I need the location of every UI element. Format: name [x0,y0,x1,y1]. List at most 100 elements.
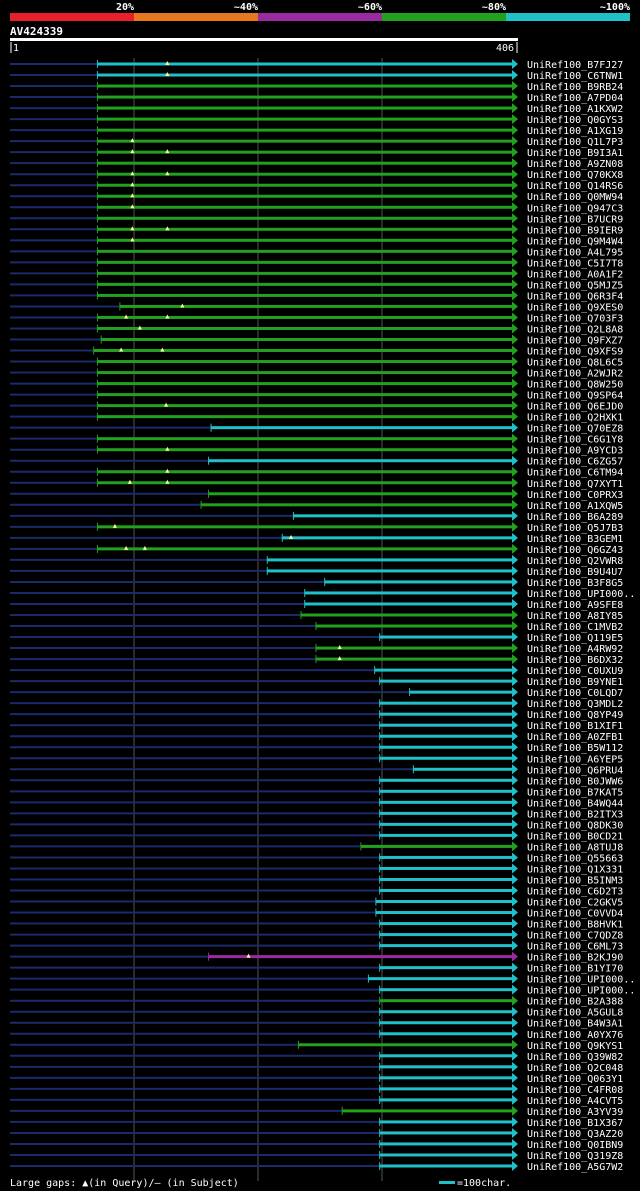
hit-row[interactable]: UniRef100_A4CVT5 [10,1094,623,1107]
hit-bar[interactable] [379,1087,514,1091]
hit-bar[interactable] [97,183,515,187]
hit-row[interactable]: UniRef100_Q1L7P3 [10,136,623,148]
hit-label[interactable]: UniRef100_Q1X331 [527,864,623,875]
hit-bar[interactable] [267,558,514,562]
hit-row[interactable]: UniRef100_B1XIF1 [10,720,623,732]
hit-bar[interactable] [97,172,515,176]
hit-bar[interactable] [97,84,515,88]
hit-bar[interactable] [379,944,514,948]
hit-bar[interactable] [379,1131,514,1135]
hit-label[interactable]: UniRef100_B6DX32 [527,655,623,666]
hit-label[interactable]: UniRef100_Q6EJD0 [527,402,623,413]
hit-row[interactable]: UniRef100_Q6GZ43 [10,543,623,556]
hit-row[interactable]: UniRef100_B9I3A1 [10,147,623,159]
hit-bar[interactable] [97,448,515,452]
hit-bar[interactable] [379,1054,514,1058]
hit-label[interactable]: UniRef100_C0UXU9 [527,666,623,677]
hit-row[interactable]: UniRef100_Q70EZ8 [10,422,623,435]
hit-bar[interactable] [97,525,515,529]
hit-bar[interactable] [379,778,514,782]
hit-label[interactable]: UniRef100_C6ZG57 [527,457,623,468]
hit-label[interactable]: UniRef100_UPI000.. [527,986,635,997]
hit-label[interactable]: UniRef100_A4RW92 [527,644,623,655]
hit-bar[interactable] [379,1142,514,1146]
hit-bar[interactable] [315,624,514,628]
hit-bar[interactable] [97,371,515,375]
hit-row[interactable]: UniRef100_Q70KX8 [10,169,623,181]
hit-label[interactable]: UniRef100_Q9M4W4 [527,236,623,247]
hit-bar[interactable] [97,415,515,419]
hit-row[interactable]: UniRef100_A8TUJ8 [10,841,623,853]
hit-row[interactable]: UniRef100_Q39W82 [10,1050,623,1063]
hit-row[interactable]: UniRef100_B4WQ44 [10,797,623,809]
hit-label[interactable]: UniRef100_B3F8G5 [527,578,623,589]
hit-label[interactable]: UniRef100_A0A1F2 [527,269,623,280]
hit-label[interactable]: UniRef100_C6TM94 [527,468,623,479]
hit-bar[interactable] [379,866,514,870]
hit-row[interactable]: UniRef100_B7KAT5 [10,786,623,798]
hit-label[interactable]: UniRef100_B0CD21 [527,831,623,842]
hit-label[interactable]: UniRef100_C0VVD4 [527,909,623,920]
hit-row[interactable]: UniRef100_C6TNW1 [10,70,623,82]
hit-row[interactable]: UniRef100_Q2L8A8 [10,323,623,335]
hit-row[interactable]: UniRef100_A9SFE8 [10,598,623,611]
hit-row[interactable]: UniRef100_C0LQD7 [10,687,623,699]
hit-bar[interactable] [97,62,515,66]
hit-bar[interactable] [379,800,514,804]
hit-bar[interactable] [409,690,514,694]
hit-row[interactable]: UniRef100_A2WJR2 [10,367,623,380]
hit-bar[interactable] [379,922,514,926]
hit-bar[interactable] [97,139,515,143]
hit-bar[interactable] [97,360,515,364]
hit-label[interactable]: UniRef100_B5W112 [527,743,623,754]
hit-bar[interactable] [97,547,515,551]
hit-bar[interactable] [375,911,514,915]
hit-bar[interactable] [97,194,515,198]
hit-label[interactable]: UniRef100_Q119E5 [527,633,623,644]
hit-row[interactable]: UniRef100_A4L795 [10,246,623,258]
hit-bar[interactable] [97,161,515,165]
hit-row[interactable]: UniRef100_Q2HXK1 [10,411,623,424]
hit-row[interactable]: UniRef100_A9YCD3 [10,444,623,457]
hit-bar[interactable] [379,723,514,727]
hit-label[interactable]: UniRef100_Q70EZ8 [527,424,623,435]
hit-label[interactable]: UniRef100_A4L795 [527,247,623,258]
hit-label[interactable]: UniRef100_Q9SP64 [527,391,623,402]
hit-bar[interactable] [379,712,514,716]
hit-bar[interactable] [97,326,515,330]
hit-bar[interactable] [97,393,515,397]
hit-label[interactable]: UniRef100_B2KJ90 [527,953,623,964]
hit-row[interactable]: UniRef100_A8IY85 [10,610,623,622]
hit-bar[interactable] [379,1098,514,1102]
hit-label[interactable]: UniRef100_C6D2T3 [527,887,623,898]
hit-row[interactable]: UniRef100_C6ML73 [10,940,623,953]
hit-row[interactable]: UniRef100_B3GEM1 [10,532,623,545]
hit-label[interactable]: UniRef100_B2A388 [527,997,623,1008]
hit-bar[interactable] [379,1120,514,1124]
hit-bar[interactable] [413,767,514,771]
hit-row[interactable]: UniRef100_Q319Z8 [10,1149,623,1162]
hit-label[interactable]: UniRef100_Q0GYS3 [527,115,623,126]
hit-bar[interactable] [97,128,515,132]
hit-row[interactable]: UniRef100_Q8W250 [10,378,623,391]
hit-row[interactable]: UniRef100_Q1X331 [10,863,623,875]
hit-label[interactable]: UniRef100_B1YI70 [527,964,623,975]
hit-row[interactable]: UniRef100_C7QDZ8 [10,929,623,942]
hit-row[interactable]: UniRef100_B5W112 [10,742,623,754]
hit-row[interactable]: UniRef100_Q3AZ20 [10,1127,623,1140]
hit-bar[interactable] [379,789,514,793]
hit-bar[interactable] [97,260,515,264]
hit-row[interactable]: UniRef100_B7UCR9 [10,213,623,225]
hit-label[interactable]: UniRef100_B7KAT5 [527,787,623,798]
hit-label[interactable]: UniRef100_B6A289 [527,512,623,523]
hit-label[interactable]: UniRef100_B8HVK1 [527,920,623,931]
hit-label[interactable]: UniRef100_C7QDZ8 [527,931,623,942]
hit-bar[interactable] [97,437,515,441]
hit-bar[interactable] [379,734,514,738]
hit-bar[interactable] [208,492,514,496]
hit-bar[interactable] [379,877,514,881]
hit-bar[interactable] [379,811,514,815]
hit-label[interactable]: UniRef100_B5INM3 [527,875,623,886]
hit-label[interactable]: UniRef100_Q063Y1 [527,1074,623,1085]
hit-row[interactable]: UniRef100_Q119E5 [10,632,623,644]
